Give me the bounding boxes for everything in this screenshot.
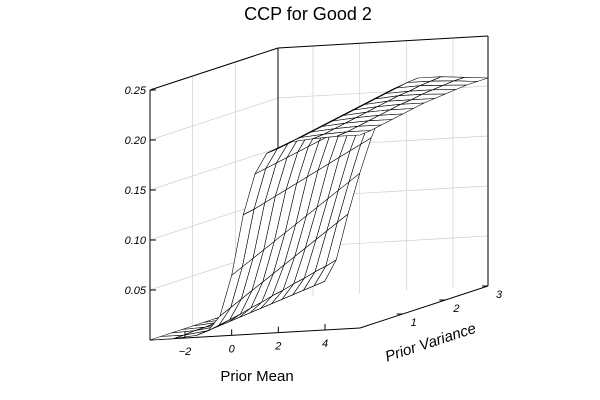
x-tick-label: −2 <box>179 346 192 358</box>
z-tick-label: 0.05 <box>125 285 147 297</box>
z-tick-label: 0.10 <box>125 235 147 247</box>
z-tick-label: 0.15 <box>125 185 147 197</box>
z-tick-label: 0.25 <box>125 85 147 97</box>
x-tick-label: 2 <box>274 341 281 353</box>
z-tick-label: 0.20 <box>125 135 147 147</box>
x-tick-label: 4 <box>322 338 328 350</box>
box-edge <box>277 35 489 49</box>
surface-mesh <box>149 76 489 341</box>
y-tick-label: 2 <box>452 303 459 315</box>
y-tick-label: 1 <box>411 317 417 329</box>
x-axis-label: Prior Mean <box>220 368 293 385</box>
y-tick-label: 3 <box>496 289 503 301</box>
x-tick-label: 0 <box>229 343 236 355</box>
y-axis-label: Prior Variance <box>383 320 478 366</box>
box-edge <box>149 47 279 91</box>
box-edge <box>359 285 489 329</box>
surface-cell <box>336 130 371 137</box>
axis-ticks: 0.05 0.10 0.15 0.20 0.25 −2 0 2 4 1 2 3 <box>125 85 503 358</box>
chart-title: CCP for Good 2 <box>244 4 372 24</box>
